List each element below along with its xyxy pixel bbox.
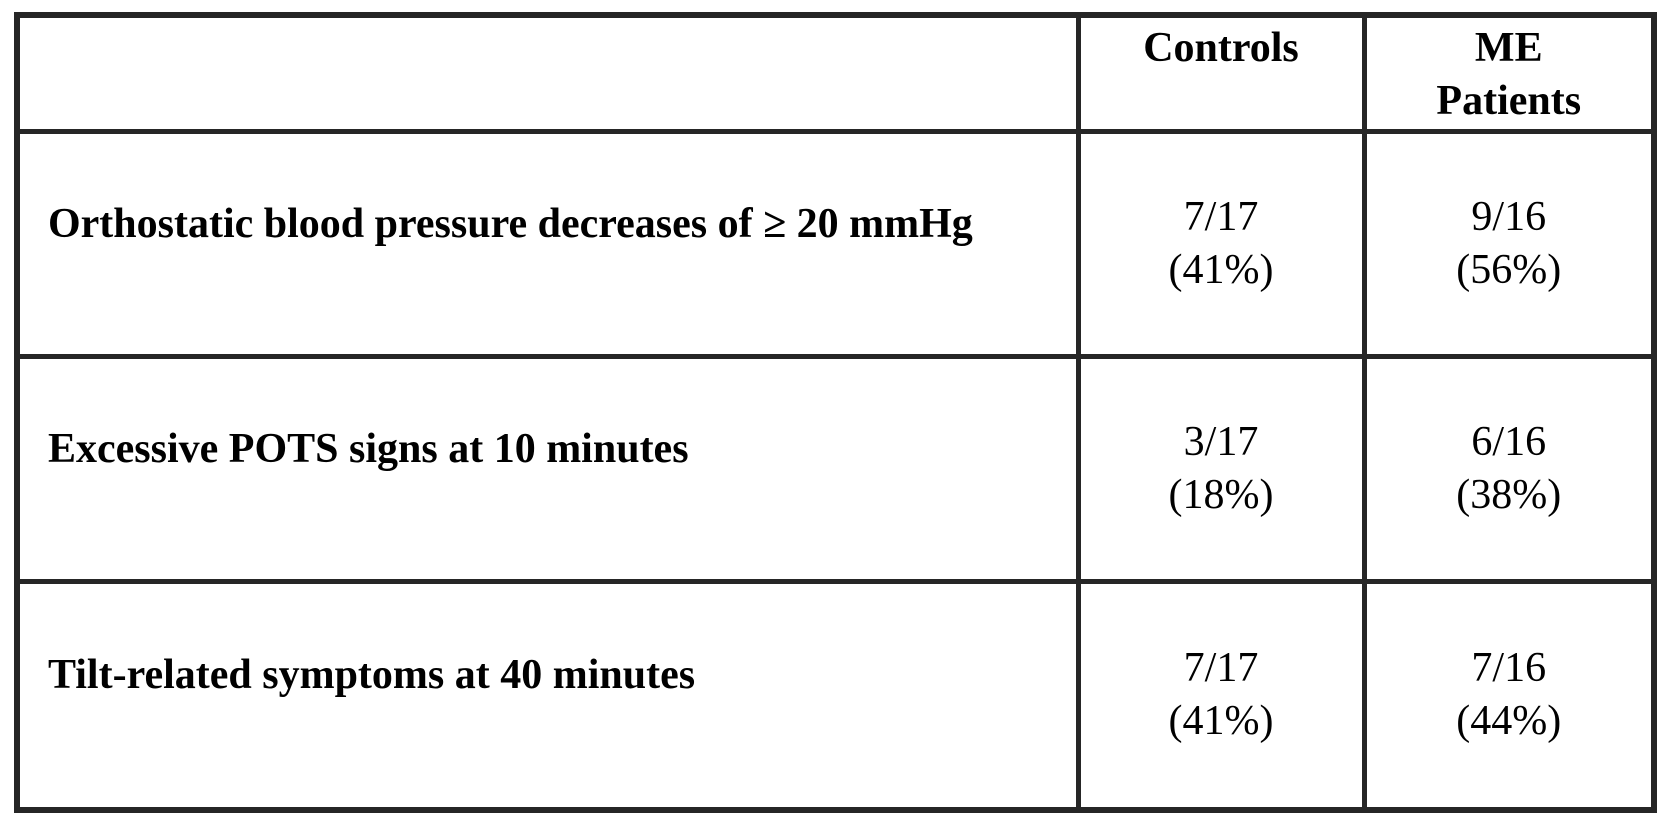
fraction-value: 7/17 xyxy=(1183,645,1259,692)
header-me-patients: ME Patients xyxy=(1361,12,1657,134)
fraction-value: 7/16 xyxy=(1471,645,1547,692)
percent-value: (18%) xyxy=(1168,472,1274,518)
percent-value: (56%) xyxy=(1456,247,1562,293)
table-row-tilt-symptoms: Tilt-related symptoms at 40 minutes 7/17… xyxy=(14,579,1657,812)
cell-tilt-me-patients: 7/16 (44%) xyxy=(1361,579,1657,812)
header-me-patients-line1: ME xyxy=(1474,25,1543,71)
percent-value: (44%) xyxy=(1456,698,1562,745)
fraction-value: 6/16 xyxy=(1471,419,1547,465)
fraction-value: 9/16 xyxy=(1471,194,1547,240)
cell-tilt-controls: 7/17 (41%) xyxy=(1075,579,1367,812)
header-empty-cell xyxy=(14,12,1081,134)
cell-orthostatic-controls: 7/17 (41%) xyxy=(1075,129,1367,359)
results-table: Controls ME Patients Orthostatic blood p… xyxy=(14,12,1657,813)
cell-pots-me-patients: 6/16 (38%) xyxy=(1361,354,1657,584)
table-row-pots-signs: Excessive POTS signs at 10 minutes 3/17 … xyxy=(14,354,1657,584)
percent-value: (41%) xyxy=(1168,247,1274,293)
cell-pots-controls: 3/17 (18%) xyxy=(1075,354,1367,584)
table-header-row: Controls ME Patients xyxy=(14,12,1657,134)
row-label-pots-signs: Excessive POTS signs at 10 minutes xyxy=(14,354,1081,584)
cell-orthostatic-me-patients: 9/16 (56%) xyxy=(1361,129,1657,359)
percent-value: (38%) xyxy=(1456,472,1562,518)
percent-value: (41%) xyxy=(1168,698,1274,745)
fraction-value: 7/17 xyxy=(1183,194,1259,240)
header-controls: Controls xyxy=(1075,12,1367,134)
row-label-orthostatic-bp: Orthostatic blood pressure decreases of … xyxy=(14,129,1081,359)
fraction-value: 3/17 xyxy=(1183,419,1259,465)
row-label-tilt-symptoms: Tilt-related symptoms at 40 minutes xyxy=(14,579,1081,812)
table-row-orthostatic-bp: Orthostatic blood pressure decreases of … xyxy=(14,129,1657,359)
header-me-patients-line2: Patients xyxy=(1436,78,1582,124)
